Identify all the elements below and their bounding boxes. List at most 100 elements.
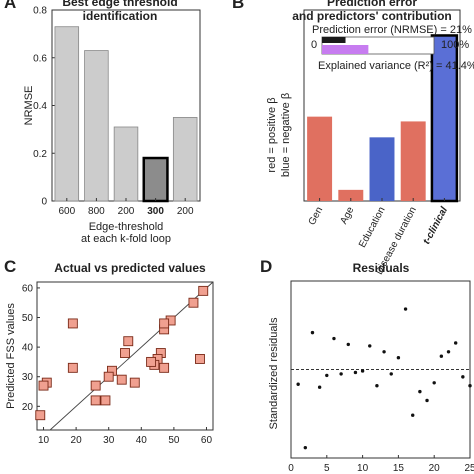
panel-a-ytick-label: 0.8 bbox=[33, 6, 47, 17]
panel-a-ytick-label: 0.2 bbox=[33, 149, 47, 160]
panel-c-identity-line bbox=[49, 281, 214, 431]
panel-d-point bbox=[368, 344, 372, 348]
panel-c-ytick-label: 30 bbox=[22, 372, 34, 383]
panel-c-point bbox=[188, 297, 199, 308]
panel-d-point bbox=[389, 372, 393, 376]
panel-a-ytick-label: 0.6 bbox=[33, 53, 47, 64]
panel-b-letter: B bbox=[232, 0, 244, 12]
panel-a-xlabel: at each k-fold loop bbox=[81, 233, 171, 245]
panel-c-ytick-label: 40 bbox=[22, 343, 34, 354]
panel-c-xtick-label: 50 bbox=[168, 435, 180, 446]
panel-d-point bbox=[310, 330, 315, 335]
panel-d-point bbox=[411, 413, 415, 417]
panel-c-point bbox=[116, 374, 127, 385]
panel-d-point bbox=[375, 384, 379, 388]
panel-d-point bbox=[360, 369, 365, 373]
panel-c-xtick-label: 20 bbox=[71, 435, 83, 446]
panel-a-xtick-label: 600 bbox=[58, 206, 75, 217]
panel-c-axes-frame bbox=[36, 281, 214, 431]
panel-c-ytick-label: 20 bbox=[22, 402, 34, 413]
panel-d-point bbox=[303, 445, 308, 450]
panel-d-xtick-label: 5 bbox=[324, 463, 330, 474]
inset-right-label: 100% bbox=[441, 39, 469, 51]
panel-a-ytick-label: 0.4 bbox=[33, 101, 47, 112]
panel-a-title-line1: Best edge threshold bbox=[62, 0, 177, 9]
panel-a-xtick-label: 200 bbox=[118, 206, 135, 217]
panel-c-ytick-label: 50 bbox=[22, 313, 34, 324]
panel-b-bar bbox=[338, 189, 364, 201]
panel-d-point bbox=[317, 385, 322, 389]
panel-c-ytick-label: 60 bbox=[22, 283, 34, 294]
panel-c-point bbox=[123, 336, 134, 347]
panel-b: B Prediction error and predictors' contr… bbox=[232, 0, 474, 277]
panel-a-title-line2: identification bbox=[83, 9, 158, 23]
panel-a-xtick-label: 800 bbox=[88, 206, 105, 217]
panel-d-point bbox=[339, 372, 343, 376]
panel-c-point bbox=[103, 371, 114, 382]
panel-a-ytick-label: 0 bbox=[41, 197, 47, 208]
panel-d-ylabel: Standardized residuals bbox=[268, 317, 280, 429]
inset-error-bar bbox=[322, 37, 346, 43]
panel-a-bar bbox=[84, 50, 109, 202]
panel-a-plot: 0 0.2 0.4 0.6 0.8 600 800 200 300 200 NRMSE Edge-th… bbox=[23, 6, 201, 245]
panel-d-plot: 0 5 10 15 20 25 Standardized residuals bbox=[268, 280, 474, 474]
panel-d-xtick-label: 25 bbox=[464, 463, 474, 474]
panel-d-point bbox=[332, 336, 336, 341]
panel-c-plot: 10 20 30 40 50 60 20 30 40 50 60 Predicted FSS valu… bbox=[5, 281, 214, 446]
panel-c-point bbox=[35, 410, 46, 421]
panel-a-xlabel: Edge-threshold bbox=[89, 221, 164, 233]
panel-d-point bbox=[468, 384, 472, 388]
panel-d-xtick-label: 0 bbox=[288, 463, 294, 474]
panel-b-title-line1: Prediction error bbox=[327, 0, 417, 9]
panel-c-title: Actual vs predicted values bbox=[54, 261, 206, 275]
panel-d-title: Residuals bbox=[353, 261, 410, 275]
panel-b-xtick-label: Gen bbox=[307, 205, 326, 227]
panel-b-inset: Prediction error (NRMSE) = 21% 0 100% Ex… bbox=[311, 24, 474, 72]
panel-c-point bbox=[100, 395, 111, 406]
panel-d-point bbox=[432, 381, 436, 385]
panel-c-xtick-label: 30 bbox=[103, 435, 115, 446]
panel-c-point bbox=[120, 348, 130, 358]
panel-d-letter: D bbox=[260, 257, 272, 276]
panel-c-point bbox=[38, 380, 49, 391]
panel-c-point bbox=[159, 318, 170, 329]
panel-c-point bbox=[129, 377, 140, 388]
panel-b-bar bbox=[430, 34, 459, 203]
panel-a-xtick-label: 200 bbox=[177, 206, 194, 217]
panel-b-bar bbox=[307, 116, 333, 201]
panel-c: C Actual vs predicted values 10 20 30 40 50 6… bbox=[4, 257, 214, 446]
panel-c-point bbox=[195, 354, 205, 364]
panel-a-bar bbox=[172, 117, 198, 202]
panel-c-point bbox=[90, 395, 101, 406]
panel-d-point bbox=[382, 350, 386, 354]
panel-d-xtick-label: 10 bbox=[357, 463, 369, 474]
panel-d-point bbox=[353, 370, 358, 375]
panel-c-xtick-label: 60 bbox=[201, 435, 213, 446]
panel-d-point bbox=[453, 341, 458, 345]
panel-b-xtick-label: Education bbox=[357, 205, 388, 249]
panel-d: D Residuals 0 5 10 15 20 25 Standardized resid… bbox=[260, 257, 474, 474]
panel-c-point bbox=[159, 362, 170, 373]
inset-left-label: 0 bbox=[311, 39, 317, 51]
panel-b-title-line2: and predictors' contribution bbox=[292, 9, 452, 23]
panel-b-xtick-label: t-clinical bbox=[421, 205, 450, 246]
panel-b-bar bbox=[369, 137, 395, 201]
panel-d-point bbox=[296, 382, 300, 386]
panel-a-bar bbox=[113, 126, 139, 202]
panel-b-xtick-label: Age bbox=[338, 205, 356, 226]
inset-variance-bar bbox=[322, 45, 369, 54]
panel-d-xtick-label: 20 bbox=[429, 463, 441, 474]
panel-c-point bbox=[67, 318, 78, 329]
panel-b-bar bbox=[400, 121, 426, 201]
inset-error-label: Prediction error (NRMSE) = 21% bbox=[312, 24, 472, 36]
panel-c-point bbox=[198, 285, 209, 296]
panel-c-xtick-label: 10 bbox=[38, 435, 50, 446]
panel-d-point bbox=[325, 373, 329, 378]
panel-d-point bbox=[461, 375, 465, 379]
panel-c-point bbox=[90, 380, 101, 391]
inset-variance-label: Explained variance (R²) = 41.4% bbox=[318, 60, 474, 72]
panel-d-xtick-label: 15 bbox=[393, 463, 405, 474]
panel-b-ylabel-line2: blue = negative β bbox=[280, 93, 292, 177]
